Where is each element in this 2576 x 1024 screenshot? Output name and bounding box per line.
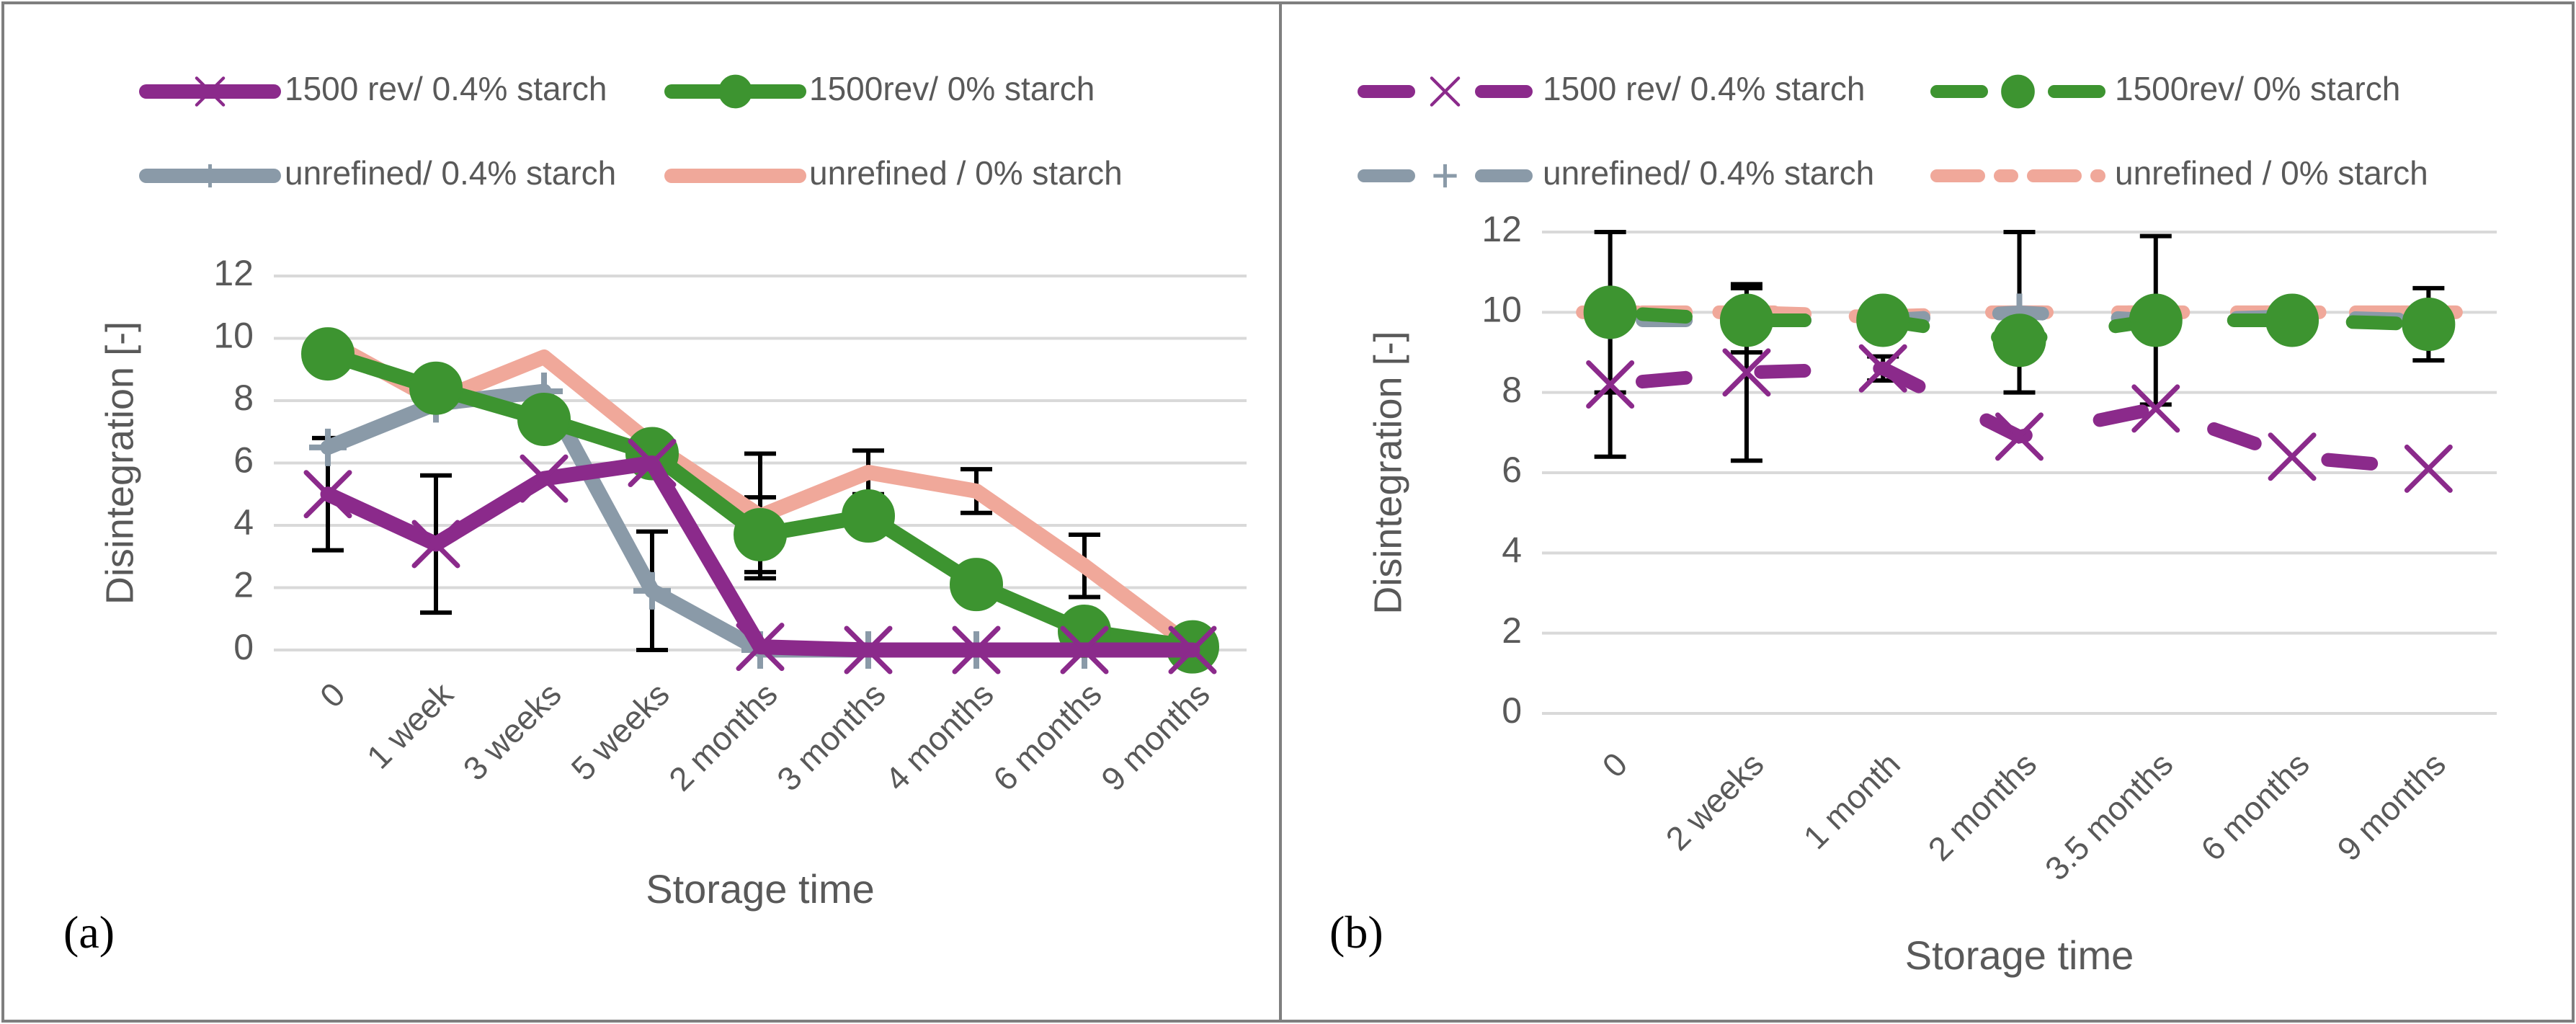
- y-tick-label: 8: [1502, 370, 1522, 410]
- chart-panel-b: 0 2 4 6 8 10 12 Disintegration [-] 0 2 weeks 1 mon…: [1329, 70, 2497, 978]
- data-point: [842, 489, 895, 543]
- panel-label: (a): [63, 907, 115, 958]
- y-tick-label: 4: [233, 502, 254, 543]
- y-axis-label: Disintegration [-]: [1366, 331, 1409, 614]
- data-point: [409, 361, 463, 415]
- data-point: [2268, 432, 2317, 481]
- data-point: [844, 625, 893, 674]
- data-point: [950, 558, 1003, 612]
- data-point: [1995, 412, 2044, 461]
- legend-label: unrefined / 0% starch: [809, 154, 1123, 192]
- legend-marker: [718, 74, 752, 109]
- legend-marker: [1430, 76, 1461, 107]
- x-axis-label: Storage time: [1905, 932, 2134, 978]
- x-tick-label: 6 months: [986, 675, 1109, 798]
- legend-marker: [198, 164, 222, 188]
- data-point: [628, 439, 677, 487]
- data-point: [2129, 293, 2183, 347]
- data-point: [1586, 360, 1635, 409]
- legend-label: 1500rev/ 0% starch: [2115, 70, 2400, 107]
- data-point: [517, 392, 571, 446]
- x-tick-label: 4 months: [878, 675, 1001, 798]
- y-tick-label: 10: [213, 316, 254, 356]
- legend-label: 1500rev/ 0% starch: [809, 70, 1095, 107]
- x-tick-label: 3.5 months: [2038, 745, 2180, 888]
- legend-label: unrefined / 0% starch: [2115, 154, 2428, 192]
- legend-marker: [2001, 74, 2035, 109]
- data-point: [734, 507, 787, 561]
- legend-entry-1: 1500 rev/ 0.4% starch: [1358, 70, 1865, 107]
- y-axis-label: Disintegration [-]: [98, 321, 141, 605]
- y-tick-label: 8: [233, 378, 254, 418]
- x-tick-label: 2 weeks: [1659, 745, 1771, 858]
- legend-entry-2: 1500rev/ 0% starch: [664, 70, 1095, 109]
- data-point: [2404, 444, 2453, 493]
- x-tick-label: 0: [1595, 745, 1634, 785]
- y-tick-label: 12: [1481, 209, 1522, 249]
- x-tick-label: 6 months: [2193, 745, 2317, 868]
- legend-marker: [1433, 164, 1457, 188]
- y-tick-label: 2: [1502, 610, 1522, 651]
- x-tick-label: 2 months: [1921, 745, 2044, 868]
- data-point: [301, 327, 355, 381]
- data-point: [303, 470, 352, 519]
- data-point: [1992, 313, 2046, 368]
- y-tick-label: 12: [213, 253, 254, 293]
- panel-label: (b): [1329, 907, 1383, 958]
- x-axis-label: Storage time: [646, 866, 875, 912]
- legend-entry-3: unrefined/ 0.4% starch: [1358, 154, 1874, 192]
- legend-entry-3: unrefined/ 0.4% starch: [139, 154, 616, 192]
- x-tick-label: 3 weeks: [456, 675, 569, 788]
- series-2: [1583, 285, 2456, 368]
- y-tick-label: 4: [1502, 530, 1522, 571]
- y-tick-label: 10: [1481, 290, 1522, 330]
- data-point: [1719, 293, 1773, 347]
- data-point: [2402, 298, 2456, 352]
- data-point: [520, 454, 569, 503]
- x-tick-label: 2 months: [661, 675, 785, 798]
- legend-marker: [195, 76, 226, 107]
- y-tick-label: 2: [233, 565, 254, 605]
- x-tick-label: 1 week: [360, 674, 461, 776]
- series-1: [303, 439, 1217, 674]
- data-point: [2265, 293, 2319, 347]
- legend-label: 1500 rev/ 0.4% starch: [1543, 70, 1865, 107]
- y-tick-label: 0: [233, 627, 254, 667]
- y-tick-label: 6: [1502, 450, 1522, 490]
- x-tick-label: 9 months: [2330, 745, 2453, 868]
- data-point: [633, 571, 671, 610]
- data-point: [1856, 293, 1910, 347]
- data-point: [411, 520, 460, 569]
- y-tick-label: 6: [233, 440, 254, 481]
- legend-entry-1: 1500 rev/ 0.4% starch: [139, 70, 607, 107]
- y-tick-label: 0: [1502, 690, 1522, 731]
- data-point: [736, 623, 785, 672]
- series-1: [1586, 344, 2453, 493]
- legend-entry-4: unrefined / 0% starch: [664, 154, 1123, 192]
- x-tick-label: 5 weeks: [564, 675, 677, 788]
- data-point: [1060, 625, 1109, 674]
- data-point: [309, 428, 347, 466]
- data-point: [1858, 344, 1907, 393]
- legend-entry-2: 1500rev/ 0% starch: [1930, 70, 2400, 109]
- legend-entry-4: unrefined / 0% starch: [1930, 154, 2428, 192]
- data-point: [1583, 285, 1637, 339]
- legend-label: 1500 rev/ 0.4% starch: [285, 70, 607, 107]
- data-point: [952, 625, 1001, 674]
- x-tick-label: 9 months: [1094, 675, 1217, 798]
- x-tick-label: 1 month: [1796, 745, 1907, 856]
- legend-label: unrefined/ 0.4% starch: [285, 154, 616, 192]
- data-point: [1722, 348, 1771, 397]
- data-point: [1168, 625, 1217, 674]
- x-tick-label: 3 months: [770, 675, 893, 798]
- legend-label: unrefined/ 0.4% starch: [1543, 154, 1874, 192]
- data-point: [2131, 384, 2180, 433]
- x-tick-label: 0: [313, 675, 352, 715]
